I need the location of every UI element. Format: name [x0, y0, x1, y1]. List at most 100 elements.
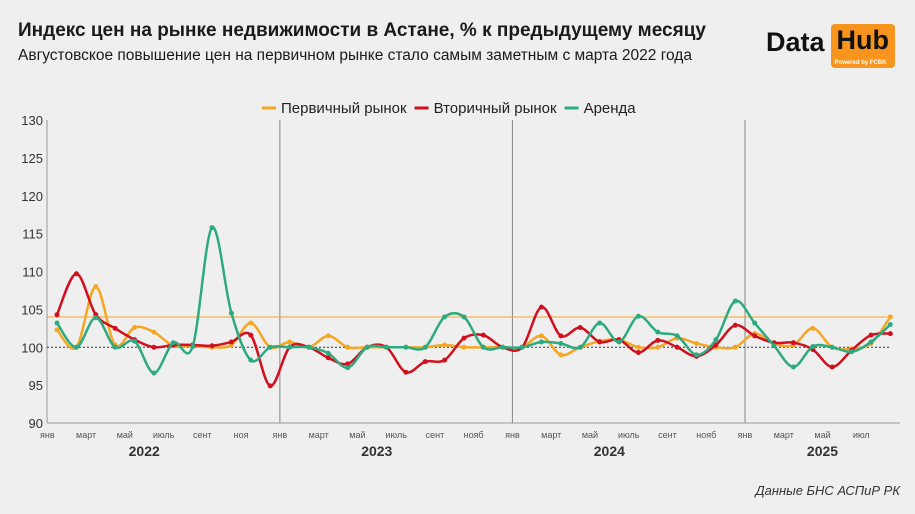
data-point [345, 365, 351, 371]
data-point [287, 344, 293, 350]
y-tick-label: 90 [29, 416, 43, 431]
x-tick-label: март [76, 430, 96, 440]
y-tick-label: 105 [21, 302, 43, 317]
data-point [480, 344, 486, 350]
y-tick-label: 115 [22, 227, 43, 242]
data-point [306, 344, 312, 350]
data-point [887, 314, 893, 320]
x-tick-label: июл [853, 430, 870, 440]
y-tick-label: 100 [21, 340, 43, 355]
data-point [558, 340, 564, 346]
data-point [887, 331, 893, 337]
data-point [849, 349, 855, 355]
data-point [267, 344, 273, 350]
data-point [752, 320, 758, 326]
data-point [403, 344, 409, 350]
data-point [461, 335, 467, 341]
x-tick-label: янв [273, 430, 288, 440]
data-point [54, 312, 60, 318]
x-tick-label: янв [40, 430, 55, 440]
data-point [732, 322, 738, 328]
x-tick-label: май [117, 430, 133, 440]
data-point [209, 225, 215, 231]
x-tick-label: ноя [234, 430, 249, 440]
data-point [190, 343, 196, 349]
data-point [752, 333, 758, 339]
logo-hub-badge: Hub Powered by FCBK [830, 24, 896, 68]
year-label: 2023 [361, 443, 392, 459]
chart-title: Индекс цен на рынке недвижимости в Астан… [18, 20, 706, 41]
x-tick-label: июль [153, 430, 175, 440]
data-point [694, 340, 700, 346]
data-point [810, 325, 816, 331]
data-point [790, 364, 796, 370]
x-tick-label: янв [505, 430, 520, 440]
data-point [655, 344, 661, 350]
x-tick-label: март [774, 430, 794, 440]
data-point [558, 333, 564, 339]
data-point [248, 332, 254, 338]
data-point [655, 329, 661, 335]
source-note: Данные БНС АСПиР РК [755, 483, 900, 498]
data-point [442, 342, 448, 348]
data-point [209, 343, 215, 349]
data-point [364, 344, 370, 350]
x-tick-label: март [541, 430, 561, 440]
data-point [132, 338, 138, 344]
logo-hub-text: Hub [836, 25, 890, 55]
data-point [151, 370, 157, 376]
data-point [345, 361, 351, 367]
data-point [248, 357, 254, 363]
data-point [151, 329, 157, 335]
data-point [500, 344, 506, 350]
year-label: 2024 [594, 443, 625, 459]
data-point [790, 340, 796, 346]
x-tick-label: май [814, 430, 830, 440]
data-point [829, 344, 835, 350]
data-point [73, 271, 79, 277]
year-label: 2022 [129, 443, 160, 459]
data-point [539, 304, 544, 310]
data-point [73, 344, 79, 350]
data-point [558, 352, 564, 358]
y-tick-label: 110 [22, 265, 43, 280]
data-point [519, 344, 525, 350]
data-point [112, 325, 118, 331]
data-point [325, 350, 331, 356]
data-point [771, 343, 777, 349]
data-point [461, 344, 467, 350]
data-point [112, 344, 118, 350]
data-point [577, 325, 583, 331]
data-point [403, 369, 409, 375]
data-point [655, 337, 661, 343]
data-point [732, 298, 738, 304]
data-point [170, 340, 176, 346]
data-point [383, 344, 389, 350]
data-point [597, 320, 603, 326]
data-point [887, 322, 893, 328]
data-point [868, 332, 874, 338]
data-point [442, 357, 448, 363]
year-label: 2025 [807, 443, 838, 459]
data-point [422, 344, 428, 350]
data-point [616, 339, 622, 345]
series-line [55, 226, 892, 375]
y-tick-label: 125 [21, 151, 43, 166]
legend-label: Первичный рынок [281, 100, 407, 117]
data-point [868, 339, 874, 345]
data-point [151, 344, 157, 350]
x-tick-label: сент [193, 430, 212, 440]
data-point [539, 339, 544, 345]
data-point [93, 315, 99, 321]
data-point [597, 339, 603, 345]
data-point [461, 314, 467, 320]
data-point [829, 364, 835, 370]
x-tick-label: нояб [464, 430, 484, 440]
data-point [810, 343, 816, 349]
chart-subtitle: Августовское повышение цен на первичном … [18, 47, 692, 64]
datahub-logo: Data Hub Powered by FCBK [766, 24, 896, 68]
legend-label: Аренда [584, 100, 637, 117]
data-point [539, 333, 544, 339]
logo-data-text: Data [766, 27, 825, 57]
data-point [54, 320, 60, 326]
